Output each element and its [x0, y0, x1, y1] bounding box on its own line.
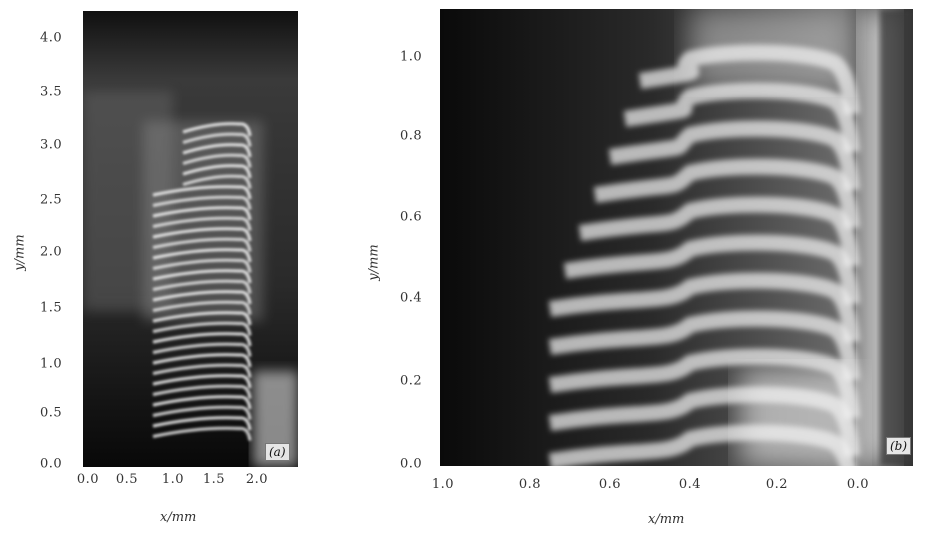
wave-band [563, 234, 860, 305]
x-tick-label: 1.0 [431, 477, 455, 492]
wave-stripe [152, 185, 252, 200]
x-tick-label: 2.0 [245, 472, 269, 487]
y-tick-label: 4.0 [40, 30, 63, 46]
wave-stripe [152, 384, 252, 399]
y-axis-label: y/mm [12, 234, 28, 271]
y-tick-label: 1.5 [40, 300, 63, 316]
wave-stripe [152, 342, 252, 357]
y-tick-label: 3.0 [40, 137, 63, 153]
wave-stripe [152, 216, 252, 231]
wave-stripe [182, 153, 252, 168]
wave-stripe [152, 426, 252, 441]
wave-band [578, 196, 860, 267]
wave-image-a [83, 11, 298, 467]
wave-stripe [152, 237, 252, 252]
wave-stripe [182, 122, 252, 137]
wave-stripe [152, 227, 252, 242]
wave-stripe [182, 143, 252, 158]
wave-stripe [152, 374, 252, 389]
y-axis-label: y/mm [366, 244, 382, 281]
wave-stripe [152, 279, 252, 294]
y-tick-label: 0.4 [400, 290, 423, 306]
wave-band [548, 310, 860, 381]
image-panel-b [440, 9, 913, 466]
wave-stripe [182, 174, 252, 189]
wave-image-b [440, 9, 913, 466]
wave-stripe [152, 405, 252, 420]
wave-band [548, 348, 860, 419]
wave-stripe [152, 290, 252, 305]
wave-stripe [182, 164, 252, 179]
y-tick-label: 0.8 [400, 128, 423, 144]
x-tick-label: 0.5 [115, 472, 139, 487]
x-tick-label: 0.4 [678, 477, 702, 492]
wave-stripe [152, 258, 252, 273]
x-tick-label: 0.2 [765, 477, 789, 492]
x-axis-label: x/mm [648, 512, 685, 527]
x-tick-label: 0.0 [76, 472, 100, 487]
y-tick-label: 1.0 [400, 49, 423, 65]
wave-stripe [182, 132, 252, 147]
y-tick-label: 0.0 [400, 456, 423, 472]
wave-band [548, 424, 856, 466]
wave-stripe [152, 363, 252, 378]
wave-stripe [152, 311, 252, 326]
panel-a-tag: (a) [265, 443, 290, 461]
wave-band [608, 120, 860, 191]
x-axis-label: x/mm [160, 510, 197, 525]
y-tick-label: 2.5 [40, 192, 63, 208]
wave-band [548, 386, 860, 457]
image-panel-a [83, 11, 298, 467]
wave-band [623, 82, 860, 153]
y-tick-label: 1.0 [40, 356, 63, 372]
wave-stripe [152, 332, 252, 347]
x-tick-label: 1.5 [202, 472, 226, 487]
wave-stripe [152, 416, 252, 431]
wave-band [548, 272, 860, 343]
y-tick-label: 2.0 [40, 244, 63, 260]
y-tick-label: 0.0 [40, 456, 63, 472]
x-tick-label: 0.0 [846, 477, 870, 492]
wave-stripe [152, 353, 252, 368]
x-tick-label: 0.8 [518, 477, 542, 492]
wave-stripe [152, 269, 252, 284]
y-tick-label: 0.5 [40, 405, 63, 421]
wave-stripe [152, 248, 252, 263]
wave-stripe [152, 195, 252, 210]
wave-stripe [152, 206, 252, 221]
wave-band [593, 158, 860, 229]
wave-stripe [152, 300, 252, 315]
wave-band [638, 44, 860, 115]
y-tick-label: 0.6 [400, 209, 423, 225]
x-tick-label: 0.6 [598, 477, 622, 492]
x-tick-label: 1.0 [161, 472, 185, 487]
y-tick-label: 0.2 [400, 373, 423, 389]
panel-b-tag: (b) [886, 437, 912, 455]
wave-stripe [152, 321, 252, 336]
wave-stripe [152, 395, 252, 410]
y-tick-label: 3.5 [40, 84, 63, 100]
